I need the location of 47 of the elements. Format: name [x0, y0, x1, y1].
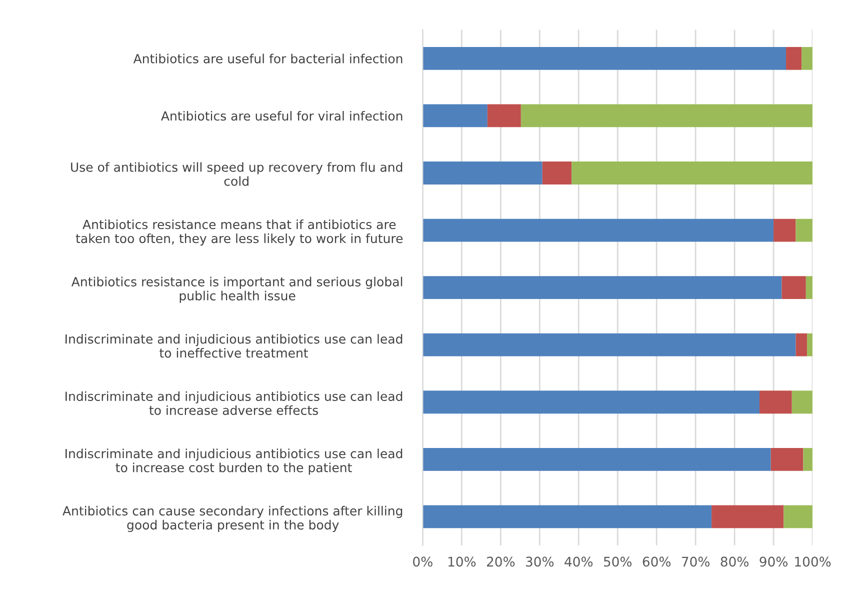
bar: [806, 276, 813, 300]
bar: [802, 46, 813, 70]
x-tick-label: 50%: [604, 556, 632, 567]
x-tick-label: 60%: [642, 556, 671, 567]
bar: [807, 333, 813, 356]
bar: [422, 162, 542, 184]
bar: [422, 333, 796, 356]
bar: [422, 46, 786, 70]
bar: [422, 104, 488, 128]
bar: [786, 46, 802, 70]
bar: [774, 218, 796, 242]
x-tick-label: 0%: [413, 556, 432, 567]
x-tick-label: 80%: [720, 556, 748, 567]
bar: [572, 162, 813, 184]
bar: [487, 104, 521, 128]
y-tick-label: Antibiotics can cause secondary infections after killing good bacteria present in the body: [62, 506, 402, 532]
bar: [422, 448, 771, 471]
bar: [782, 276, 806, 300]
y-tick-label: Indiscriminate and injudicious antibiotics use can lead to increase adverse effects: [66, 391, 402, 416]
x-tick-label: 30%: [526, 556, 554, 567]
bar: [792, 390, 813, 414]
bar: [784, 505, 813, 528]
bar: [712, 505, 784, 528]
x-tick-label: 10%: [448, 556, 476, 567]
bar: [760, 390, 792, 414]
y-tick-label: Indiscriminate and injudicious antibiotics use can lead to ineffective treatment: [66, 334, 402, 358]
y-tick-label: Use of antibiotics will speed up recovery from flu and cold: [71, 162, 402, 186]
y-tick-label: Antibiotics resistance is important and serious global public health issue: [71, 276, 402, 303]
bar: [422, 505, 712, 528]
x-tick-label: 40%: [564, 556, 593, 567]
bar: [422, 218, 774, 242]
bar: [796, 218, 813, 242]
y-tick-label: Indiscriminate and injudicious antibiotics use can lead to increase cost burden to the patient: [66, 448, 402, 475]
bar: [422, 390, 760, 414]
y-tick-label: Antibiotics are useful for viral infection: [161, 110, 402, 121]
y-tick-label: Antibiotics are useful for bacterial infection: [133, 54, 402, 64]
y-tick-label: Antibiotics resistance means that if antibiotics are taken too often, they are less likely to work in future: [76, 219, 403, 246]
x-tick-label: 70%: [682, 556, 710, 567]
x-tick-label: 90%: [760, 556, 788, 567]
bar: [803, 448, 813, 471]
x-tick-label: 100%: [795, 556, 831, 567]
bar: [542, 162, 572, 184]
bar: [520, 104, 813, 128]
bar: [770, 448, 804, 471]
bar: [422, 276, 782, 300]
bar: [796, 333, 808, 356]
x-tick-label: 20%: [486, 556, 515, 567]
